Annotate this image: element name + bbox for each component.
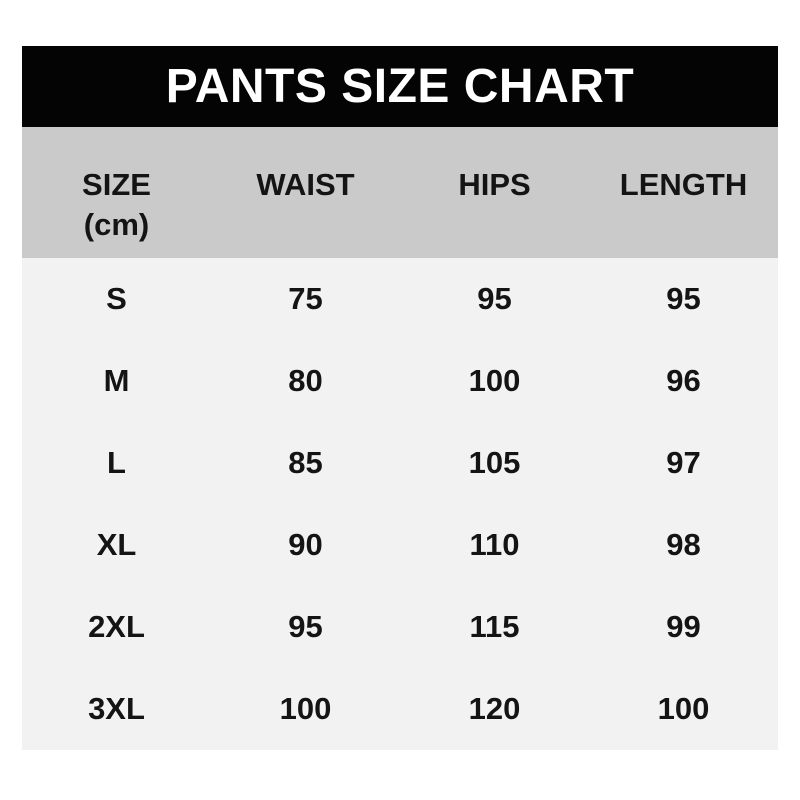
value-cell: 85 (288, 445, 323, 480)
chart-title: PANTS SIZE CHART (165, 60, 635, 113)
value-cell: 95 (666, 281, 701, 316)
value-cell: 110 (469, 527, 520, 562)
value-cell: 75 (288, 281, 323, 316)
table-row-xl: XL 90 110 98 (22, 504, 778, 586)
value-cell: 97 (666, 445, 701, 480)
table-body: S 75 95 95 M 80 100 96 L 85 105 97 XL 90 110 98 2XL 95 115… (22, 258, 778, 750)
size-cell: L (107, 445, 126, 480)
column-header-waist-label: WAIST (256, 167, 355, 202)
table-header-row: SIZE (cm) WAIST HIPS LENGTH (22, 127, 778, 258)
value-cell: 100 (657, 691, 710, 726)
table-row-2xl: 2XL 95 115 99 (22, 586, 778, 668)
column-header-waist: WAIST (211, 127, 400, 258)
column-header-size: SIZE (cm) (22, 127, 211, 258)
value-cell: 96 (666, 363, 701, 398)
column-header-length-label: LENGTH (619, 167, 748, 202)
size-cell: 2XL (88, 609, 145, 644)
column-header-hips-label: HIPS (458, 167, 531, 202)
size-cell: S (106, 281, 127, 316)
value-cell: 98 (666, 527, 701, 562)
column-header-hips: HIPS (400, 127, 589, 258)
value-cell: 100 (279, 691, 332, 726)
value-cell: 90 (288, 527, 323, 562)
value-cell: 80 (288, 363, 323, 398)
value-cell: 105 (468, 445, 521, 480)
pants-size-chart: PANTS SIZE CHART SIZE (cm) WAIST HIPS LE… (22, 46, 778, 750)
value-cell: 95 (477, 281, 512, 316)
value-cell: 95 (288, 609, 323, 644)
chart-title-band: PANTS SIZE CHART (22, 46, 778, 127)
table-row-l: L 85 105 97 (22, 422, 778, 504)
table-row-3xl: 3XL 100 120 100 (22, 668, 778, 750)
value-cell: 115 (469, 609, 520, 644)
value-cell: 100 (468, 363, 521, 398)
value-cell: 99 (666, 609, 701, 644)
size-cell: 3XL (88, 691, 145, 726)
table-row-m: M 80 100 96 (22, 340, 778, 422)
value-cell: 120 (468, 691, 521, 726)
column-header-size-unit: (cm) (83, 207, 150, 242)
size-cell: XL (96, 527, 137, 562)
column-header-size-label: SIZE (82, 167, 151, 202)
table-row-s: S 75 95 95 (22, 258, 778, 340)
size-cell: M (103, 363, 130, 398)
column-header-length: LENGTH (589, 127, 778, 258)
